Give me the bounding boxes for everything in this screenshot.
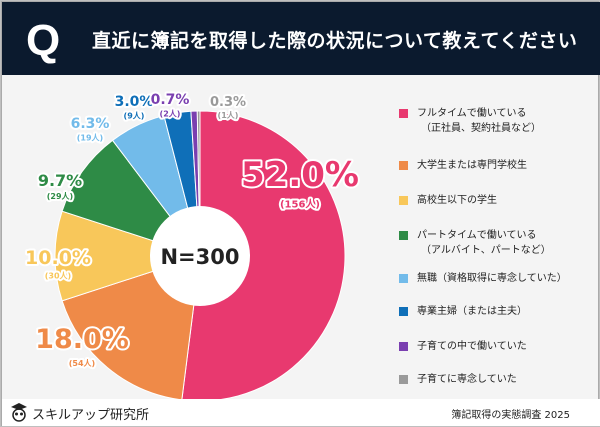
percent-label-5: 3.0% <box>115 94 154 110</box>
legend-swatch <box>399 375 408 384</box>
legend-swatch <box>399 231 408 240</box>
donut-chart: N=300 52.0% (156人) 18.0% (54人) 10.0% (30人) 9.7… <box>23 90 361 399</box>
count-label-7: (1人) <box>218 110 239 120</box>
owl-graduate-logo-icon <box>11 403 27 422</box>
legend-text: （アルバイト、パートなど） <box>421 245 551 256</box>
legend-swatch <box>399 307 408 316</box>
count-label-1: (54人) <box>69 358 95 368</box>
legend-text: 高校生以下の学生 <box>417 195 497 206</box>
legend-swatch <box>399 109 408 118</box>
legend-label: 専業主婦（または主夫） <box>417 304 527 319</box>
legend-label: パートタイムで働いている （アルバイト、パートなど） <box>417 228 551 258</box>
legend-text: （正社員、契約社員など） <box>421 123 541 134</box>
count-label-4: (19人) <box>77 132 103 142</box>
brand-logo-text: スキルアップ研究所 <box>32 408 150 423</box>
percent-label-1: 18.0% <box>35 324 129 355</box>
percent-label-6: 0.7% <box>151 92 190 108</box>
legend-label: 高校生以下の学生 <box>417 193 497 208</box>
q-badge: Q <box>26 16 61 65</box>
count-label-2: (30人) <box>45 271 71 281</box>
percent-label-2: 10.0% <box>25 247 91 269</box>
legend-label: 無職（資格取得に専念していた） <box>417 271 567 286</box>
legend-label: フルタイムで働いている （正社員、契約社員など） <box>417 106 541 136</box>
percent-label-3: 9.7% <box>38 171 82 190</box>
question-header: Q 直近に簿記を取得した際の状況について教えてください <box>2 2 600 75</box>
legend-text: 専業主婦（または主夫） <box>417 306 527 317</box>
legend-swatch <box>399 161 408 170</box>
legend-label: 子育てに専念していた <box>417 372 517 387</box>
footer: スキルアップ研究所 簿記取得の実態調査 2025 <box>2 399 600 426</box>
legend-label: 子育ての中で働いていた <box>417 339 527 354</box>
legend-text: 子育ての中で働いていた <box>417 341 527 352</box>
legend-text: 無職（資格取得に専念していた） <box>417 273 567 284</box>
count-label-3: (29人) <box>47 191 73 201</box>
percent-label-4: 6.3% <box>71 116 110 132</box>
survey-caption: 簿記取得の実態調査 2025 <box>451 410 570 421</box>
count-label-5: (9人) <box>124 110 145 120</box>
legend-text: 子育てに専念していた <box>417 374 517 385</box>
count-label-6: (2人) <box>160 108 181 118</box>
pie-slice-2 <box>54 210 202 302</box>
percent-label-7: 0.3% <box>210 95 246 110</box>
legend-text: フルタイムで働いている <box>417 108 527 119</box>
legend-swatch <box>399 342 408 351</box>
question-title: 直近に簿記を取得した際の状況について教えてください <box>92 30 578 52</box>
legend-text: パートタイムで働いている <box>417 230 537 241</box>
legend-swatch <box>399 196 408 205</box>
pie-slice-0 <box>181 110 346 399</box>
legend-swatch <box>399 274 408 283</box>
legend-text: 大学生または専門学校生 <box>417 160 527 171</box>
donut-hole <box>150 206 250 306</box>
count-label-0: (156人) <box>280 197 320 210</box>
legend-label: 大学生または専門学校生 <box>417 158 527 173</box>
center-label: N=300 <box>160 245 239 269</box>
percent-label-0: 52.0% <box>241 155 359 195</box>
